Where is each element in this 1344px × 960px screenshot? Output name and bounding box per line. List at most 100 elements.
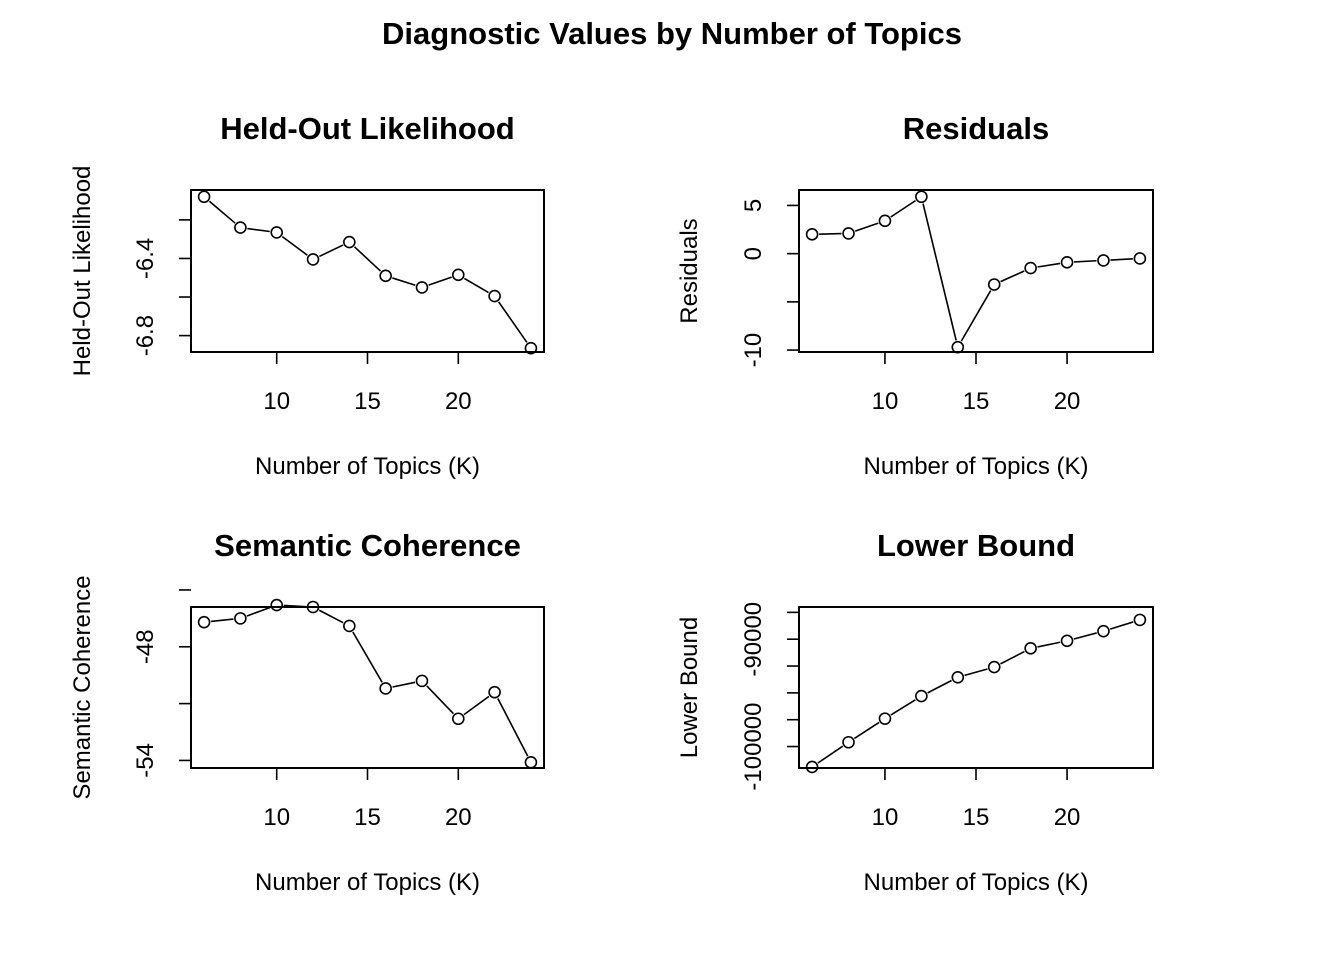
y-axis: -54 -48 <box>132 589 191 778</box>
series-segment <box>960 290 992 342</box>
series-segment <box>922 203 957 341</box>
panel-lower-bound: Lower Bound 10 15 20 -100000 -90000 Number of … <box>676 528 1154 896</box>
x-tick-label: 15 <box>354 388 381 415</box>
series-segment <box>497 301 528 343</box>
data-point <box>451 712 465 726</box>
y-tick-label: -10 <box>740 333 767 368</box>
x-tick-label: 20 <box>445 804 472 831</box>
x-axis: 10 15 20 <box>872 352 1080 415</box>
data-point <box>1133 252 1147 265</box>
data-point <box>343 235 356 249</box>
y-axis: -10 0 5 <box>740 199 799 368</box>
series-residuals <box>805 190 1147 354</box>
series-segment <box>1110 258 1133 261</box>
series-segment <box>318 609 344 624</box>
series-segment <box>247 227 270 233</box>
data-point <box>1133 613 1147 627</box>
data-point <box>306 253 320 266</box>
data-point <box>379 682 392 695</box>
series-segment <box>210 618 234 623</box>
panel-title: Lower Bound <box>877 528 1075 563</box>
series-segment <box>428 276 452 286</box>
data-point <box>524 341 538 355</box>
y-tick-label: -100000 <box>740 702 767 790</box>
x-axis-label: Number of Topics (K) <box>864 869 1089 896</box>
series-segment <box>1073 632 1097 640</box>
series-segment <box>890 699 916 716</box>
series-segment <box>819 232 842 235</box>
data-point <box>1060 634 1074 648</box>
data-point <box>805 760 819 774</box>
x-tick-label: 15 <box>354 804 381 831</box>
data-point <box>915 689 928 703</box>
y-tick-label: 5 <box>740 199 767 212</box>
data-point <box>343 619 356 633</box>
data-point <box>488 685 501 699</box>
series-lower-bound <box>805 613 1147 774</box>
panel-title: Semantic Coherence <box>214 528 521 563</box>
y-axis: -6.8 -6.4 <box>132 219 191 356</box>
series-held-out-likelihood <box>197 190 538 355</box>
data-point <box>951 340 965 354</box>
data-point <box>842 735 855 749</box>
y-tick-label: -6.8 <box>132 315 159 356</box>
panel-held-out-likelihood: Held-Out Likelihood 10 15 20 -6.8 -6.4 Number … <box>69 111 545 480</box>
y-axis: -100000 -90000 <box>740 602 799 791</box>
x-tick-label: 10 <box>263 804 290 831</box>
x-axis-label: Number of Topics (K) <box>255 869 480 896</box>
series-segment <box>1000 650 1025 665</box>
series-segment <box>426 685 455 715</box>
x-axis-label: Number of Topics (K) <box>864 453 1089 480</box>
y-tick-label: -54 <box>132 743 159 778</box>
series-segment <box>318 244 344 258</box>
x-axis: 10 15 20 <box>263 352 472 415</box>
data-point <box>524 756 538 769</box>
data-point <box>415 674 429 688</box>
panel-title: Residuals <box>903 111 1049 146</box>
data-point <box>805 228 819 241</box>
data-point <box>1060 256 1074 269</box>
data-point <box>987 660 1001 674</box>
data-point <box>951 671 965 684</box>
data-point <box>234 612 247 625</box>
data-point <box>878 712 892 725</box>
y-axis-label: Residuals <box>676 218 703 323</box>
series-segment <box>964 668 988 677</box>
panel-residuals: Residuals 10 15 20 -10 0 5 Number of Topics (K)… <box>676 111 1154 480</box>
data-point <box>451 268 465 282</box>
data-point <box>306 600 320 614</box>
series-segment <box>463 277 489 294</box>
panel-semantic-coherence: Semantic Coherence 10 15 20 -54 -48 Number of … <box>69 528 545 896</box>
figure-title: Diagnostic Values by Number of Topics <box>382 16 962 51</box>
data-point <box>234 221 247 234</box>
series-segment <box>927 679 952 694</box>
x-tick-label: 20 <box>1054 804 1081 831</box>
data-point <box>1024 642 1037 655</box>
data-point <box>842 227 855 240</box>
series-segment <box>817 745 844 764</box>
series-segment <box>1037 262 1061 268</box>
series-segment <box>283 604 307 608</box>
x-axis: 10 15 20 <box>263 768 472 831</box>
series-segment <box>1073 259 1097 263</box>
data-point <box>878 214 892 228</box>
y-tick-label: -6.4 <box>132 238 159 279</box>
series-segment <box>1037 641 1061 648</box>
data-point <box>197 615 211 629</box>
x-tick-label: 10 <box>263 388 290 415</box>
y-tick-label: -90000 <box>740 602 767 677</box>
plot-frame <box>190 189 545 353</box>
series-segment <box>392 681 416 688</box>
series-segment <box>463 695 490 716</box>
panels: Held-Out Likelihood 10 15 20 -6.8 -6.4 Number … <box>69 111 1154 896</box>
y-axis-label: Lower Bound <box>676 617 703 758</box>
data-point <box>987 278 1001 291</box>
y-tick-label: -48 <box>132 629 159 664</box>
x-axis: 10 15 20 <box>872 768 1081 831</box>
data-point <box>197 190 211 204</box>
series-segment <box>853 721 880 740</box>
series-segment <box>353 246 382 272</box>
plot-frame <box>798 189 1154 353</box>
panel-title: Held-Out Likelihood <box>220 111 515 146</box>
